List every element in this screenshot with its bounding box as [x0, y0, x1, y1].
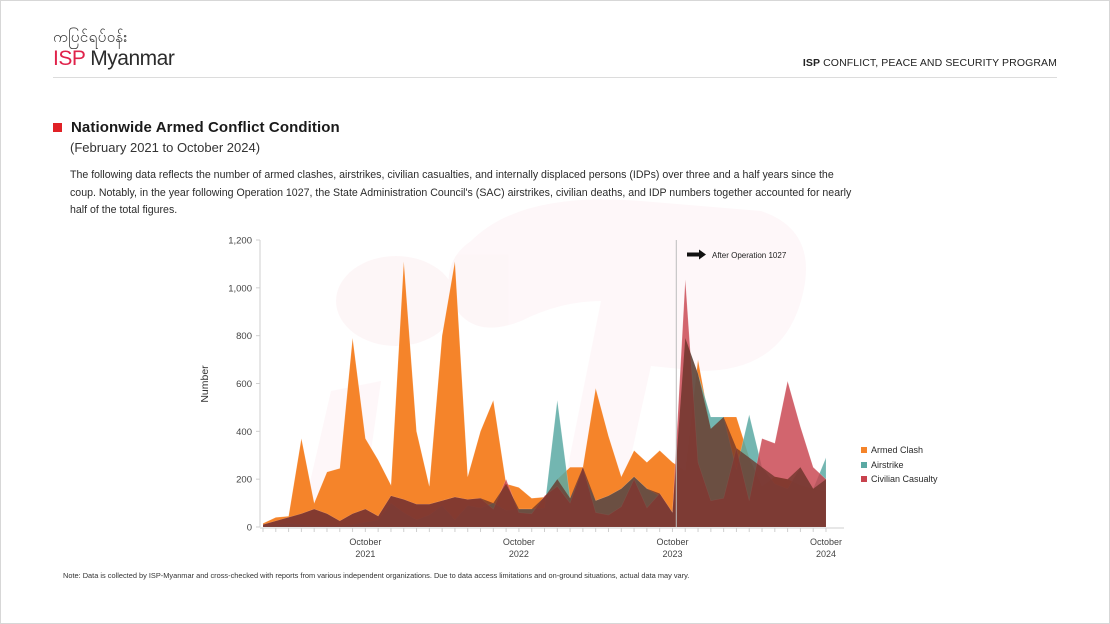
x-tick-label-month: October	[810, 537, 842, 547]
x-tick-label-year: 2023	[662, 549, 682, 559]
y-tick-label: 600	[236, 379, 252, 390]
header-divider	[53, 77, 1057, 78]
title-marker-square	[53, 123, 62, 132]
x-tick-label-month: October	[349, 537, 381, 547]
x-tick-label-year: 2022	[509, 549, 529, 559]
y-tick-label: 200	[236, 475, 252, 486]
y-tick-label: 1,200	[228, 236, 252, 247]
legend-label: Airstrike	[871, 459, 904, 470]
x-tick-label-year: 2024	[816, 549, 836, 559]
arrow-right-icon	[687, 249, 706, 260]
legend-item-civilian-casualty: Civilian Casualty	[861, 472, 938, 487]
program-label-rest: CONFLICT, PEACE AND SECURITY PROGRAM	[820, 57, 1057, 69]
section-title: Nationwide Armed Conflict Condition	[71, 119, 340, 136]
area-overlap	[263, 338, 826, 527]
section-heading: Nationwide Armed Conflict Condition	[53, 119, 340, 136]
y-axis-label: Number	[199, 365, 211, 403]
x-tick-label-month: October	[503, 537, 535, 547]
x-tick-label-year: 2021	[355, 549, 375, 559]
footnote: Note: Data is collected by ISP-Myanmar a…	[63, 571, 690, 580]
chart-legend: Armed Clash Airstrike Civilian Casualty	[861, 443, 938, 487]
legend-label: Civilian Casualty	[871, 474, 938, 485]
section-subtitle: (February 2021 to October 2024)	[70, 140, 261, 155]
logo-brand: ISP Myanmar	[53, 47, 175, 71]
isp-myanmar-logo: ကပြင်ရပ်ဝန်း ISP Myanmar	[53, 29, 175, 71]
y-tick-label: 1,000	[228, 283, 252, 294]
legend-swatch	[861, 476, 867, 483]
y-tick-label: 0	[247, 523, 252, 534]
legend-label: Armed Clash	[871, 445, 924, 456]
section-description: The following data reflects the number o…	[70, 169, 852, 216]
legend-item-airstrike: Airstrike	[861, 458, 938, 473]
program-label-bold: ISP	[802, 57, 821, 69]
legend-swatch	[861, 461, 867, 468]
y-tick-label: 400	[236, 427, 252, 438]
y-tick-label: 800	[236, 331, 252, 342]
legend-swatch	[861, 447, 867, 454]
program-label: ISP CONFLICT, PEACE AND SECURITY PROGRAM	[803, 57, 1057, 69]
logo-brand-rest: Myanmar	[84, 47, 175, 70]
annotation-label: After Operation 1027	[712, 251, 787, 260]
x-tick-label-month: October	[656, 537, 688, 547]
logo-brand-accent: ISP	[53, 47, 85, 70]
logo-burmese-text: ကပြင်ရပ်ဝန်း	[53, 29, 128, 46]
legend-item-armed-clash: Armed Clash	[861, 443, 938, 458]
